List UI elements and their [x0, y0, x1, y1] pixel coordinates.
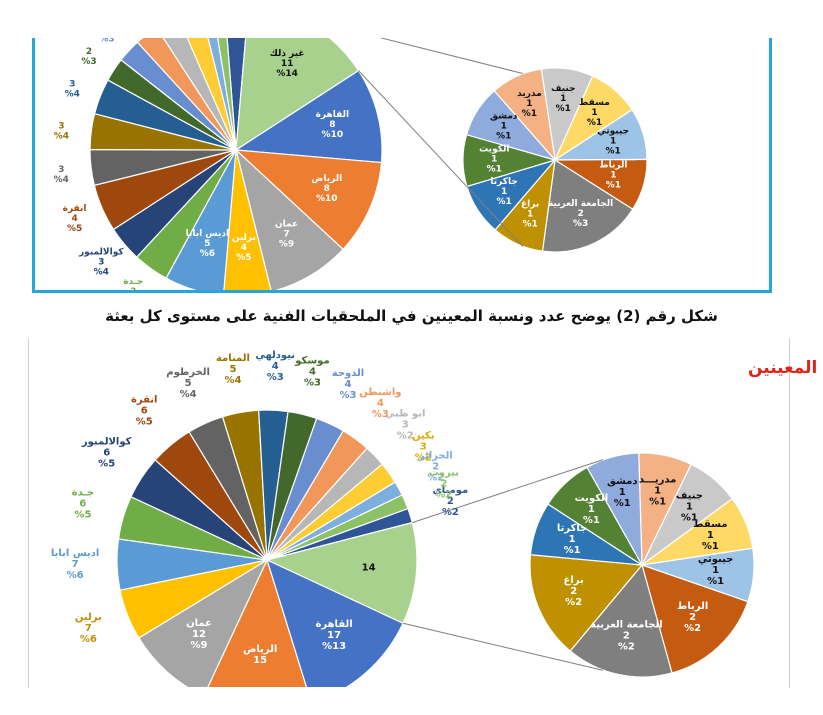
slice-label: 2%3 — [121, 5, 136, 25]
slice-label: 2%3 — [99, 24, 114, 44]
pie-slice — [234, 69, 383, 164]
sub-slice-label: مسقط 1 %1 — [579, 98, 610, 128]
slice-label: الرياض 8 %10 — [311, 174, 342, 204]
sub-slice-label: الكويت 1 %1 — [479, 144, 509, 174]
slice-label: 3 %4 — [54, 165, 69, 185]
slice-label: نيودلهي 4 %3 — [255, 350, 295, 383]
sub-slice-label: مدريد 1 %1 — [517, 89, 542, 119]
sub-slice-label: دمشق 1 %1 — [490, 112, 518, 142]
connector-line — [379, 38, 523, 75]
sub-slice-label: مسقط 1 %1 — [693, 519, 727, 552]
chart-title: عدد المعينين — [748, 358, 823, 378]
slice-label: عمان 7 %9 — [275, 219, 298, 249]
pie-slice — [266, 558, 404, 687]
slice-label: مومباي 2 %2 — [433, 485, 469, 518]
pie-slice — [265, 521, 418, 625]
slice-label: كوالالمبور 3 %4 — [78, 247, 124, 277]
slice-label: بيروت 2 %2 — [429, 467, 459, 500]
slice-label: انقرة 4 %5 — [63, 204, 87, 234]
sub-slice-label: الجامعة العربية 2 %3 — [548, 199, 613, 229]
sub-pie-slice — [586, 452, 643, 566]
slice-label: القاهرة 17 %13 — [316, 619, 353, 652]
sub-slice-label: مدريـــد 1 %1 — [639, 475, 677, 508]
slice-label: 3 %4 — [65, 79, 80, 99]
slice-label: 3 %4 — [54, 122, 69, 142]
pie-slice — [138, 558, 269, 687]
slice-label: المنامة 5 %4 — [216, 353, 250, 386]
slice-label: غير ذلك 11 %14 — [270, 49, 305, 79]
slice-label: برلين 4 %5 — [232, 233, 256, 263]
slice-label: ابو ظبي 3 %2 — [385, 409, 426, 442]
chart-frame-bottom — [28, 338, 790, 688]
slice-label: الجزائر 2 %2 — [418, 450, 453, 483]
slice-label: اديس ابابا 5 %6 — [186, 229, 230, 259]
pie-slice — [226, 38, 247, 151]
connector-line — [402, 622, 603, 671]
slice-label: 14 — [362, 562, 376, 573]
sub-pie-slice — [529, 554, 644, 652]
sub-pie-slice — [541, 158, 634, 253]
slice-label: الدوحة 4 %3 — [332, 368, 364, 401]
sub-slice-label: الرباط 2 %2 — [677, 601, 708, 634]
slice-label: عمان 12 %9 — [186, 618, 212, 651]
sub-slice-label: دمشق 1 %1 — [607, 476, 638, 509]
pie-slice — [223, 149, 272, 290]
slice-label: جـدة 6 %5 — [72, 487, 94, 520]
sub-slice-label: جنيف 1 %1 — [676, 490, 703, 523]
sub-slice-label: الجامعة العربية 2 %2 — [590, 619, 662, 652]
sub-slice-label: جيبوتي 1 %1 — [597, 127, 629, 157]
pie-slice — [217, 38, 237, 151]
slice-label: القاهرة 8 %10 — [316, 110, 349, 140]
sub-slice-label: جاكرتا 1 %1 — [557, 523, 588, 556]
connector-line — [412, 459, 603, 524]
chart-frame-top — [32, 38, 772, 293]
sub-slice-label: الرباط 1 %1 — [599, 161, 627, 191]
sub-slice-label: الكويت 1 %1 — [575, 493, 609, 526]
slice-label: بكين 3 %2 — [412, 430, 435, 463]
slice-label: انقرة 6 %5 — [131, 394, 158, 427]
sub-slice-label: براغ 1 %1 — [521, 199, 539, 229]
pie-slice — [186, 38, 237, 151]
pie-slice — [234, 149, 383, 251]
slice-label: الرياض 15 — [243, 644, 277, 666]
pie-slice — [266, 494, 409, 561]
sub-slice-label: جيبوتي 1 %1 — [698, 554, 734, 587]
connector-line — [358, 70, 524, 247]
sub-slice-label: براغ 2 %2 — [564, 575, 584, 608]
sub-pie-slice — [493, 68, 556, 162]
pie-chart-2: مومباي 2 %2 14 القاهرة 17 %13 الرياض 15 عمان 12 %9 ب… — [51, 350, 755, 687]
slice-label: كوالالمبور 6 %5 — [81, 436, 132, 469]
sub-pie-slice — [641, 564, 749, 674]
pie-slice — [136, 38, 237, 151]
figure-caption: شكل رقم (2) يوضح عدد ونسبة المعينين في ا… — [105, 307, 718, 325]
slice-label: برلين 7 %6 — [75, 612, 102, 645]
sub-slice-label: جاكرتا 1 %1 — [490, 177, 517, 207]
slice-label: واشنطن 4 %3 — [359, 387, 401, 420]
sub-slice-label: جنيف 1 %1 — [551, 84, 576, 114]
pie-slice — [235, 38, 360, 152]
slice-label: 2%3 — [145, 0, 160, 9]
pie-slice — [207, 558, 308, 687]
slice-label: جـدة 3 %4 — [123, 277, 143, 307]
sub-pie-slice — [569, 563, 673, 678]
slice-label: 2%3 — [81, 47, 96, 67]
slice-label: الخرطوم 5 %4 — [166, 367, 210, 400]
slice-label: اديس ابابا 7 %6 — [51, 548, 99, 581]
slice-label: موسكو 4 %3 — [294, 355, 329, 388]
